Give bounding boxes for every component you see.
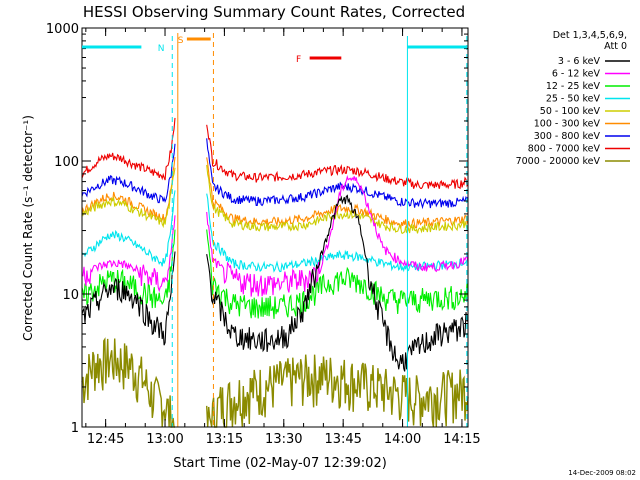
x-tick-label: 13:30 (265, 432, 302, 447)
y-tick-label: 1 (71, 421, 79, 436)
series-line-8 (81, 117, 176, 181)
x-axis-label: Start Time (02-May-07 12:39:02) (173, 456, 387, 471)
y-tick-label: 100 (54, 155, 79, 170)
chart-title: HESSI Observing Summary Count Rates, Cor… (83, 3, 465, 21)
legend-entry-label: 3 - 6 keV (558, 56, 601, 67)
series-line-3-after-gap (206, 229, 469, 319)
y-axis-label: Corrected Count Rate (s⁻¹ detector⁻¹) (21, 115, 35, 341)
annotation-label-s: S (178, 36, 184, 46)
legend-entry-label: 7000 - 20000 keV (516, 156, 601, 167)
plot-frame (81, 27, 469, 428)
legend-entry-label: 12 - 25 keV (546, 81, 601, 92)
legend-entry-label: 100 - 300 keV (534, 119, 601, 130)
plot-area (81, 33, 469, 428)
y-axis-ticks: 1 10 100 1000 (46, 22, 468, 436)
legend-header-line: Att 0 (604, 41, 627, 52)
series-line-1 (81, 251, 176, 346)
legend-entry-label: 300 - 800 keV (534, 131, 601, 142)
legend-entry-label: 6 - 12 keV (552, 69, 601, 80)
series-line-3 (81, 229, 176, 309)
x-tick-label: 14:00 (384, 432, 421, 447)
legend: Det 1,3,4,5,6,9,Att 03 - 6 keV 6 - 12 keV… (516, 30, 630, 167)
series-line-9 (81, 337, 175, 428)
series-line-2 (81, 215, 176, 293)
x-tick-label: 13:00 (146, 432, 183, 447)
series-line-1-after-gap (206, 194, 469, 372)
timestamp: 14-Dec-2009 08:02 (568, 469, 636, 477)
y-tick-label: 10 (62, 288, 79, 303)
annotation-label-n: N (158, 44, 165, 54)
legend-header-line: Det 1,3,4,5,6,9, (553, 30, 627, 41)
x-tick-label: 12:45 (87, 432, 124, 447)
annotation-label-f: F (296, 55, 301, 65)
y-tick-label: 1000 (46, 22, 79, 37)
series-line-8-after-gap (206, 124, 469, 190)
legend-entry-label: 50 - 100 keV (540, 106, 601, 117)
x-tick-label: 13:45 (324, 432, 361, 447)
x-axis-ticks: 12:45 13:00 13:15 13:30 13:45 14:00 14:15 (85, 28, 481, 447)
x-tick-label: 14:15 (443, 432, 480, 447)
series-line-4 (81, 190, 176, 267)
x-tick-label: 13:15 (206, 432, 243, 447)
annotations: N S F (82, 36, 467, 65)
series-line-4-after-gap (206, 193, 469, 273)
series-line-9-after-gap (206, 354, 469, 428)
legend-entry-label: 25 - 50 keV (546, 94, 601, 105)
series-line-6 (81, 156, 176, 224)
series-line-5-after-gap (206, 164, 469, 235)
series-line-7 (81, 143, 176, 204)
series-line-7-after-gap (206, 138, 469, 210)
legend-entry-label: 800 - 7000 keV (528, 144, 601, 155)
series-line-5 (81, 167, 176, 229)
